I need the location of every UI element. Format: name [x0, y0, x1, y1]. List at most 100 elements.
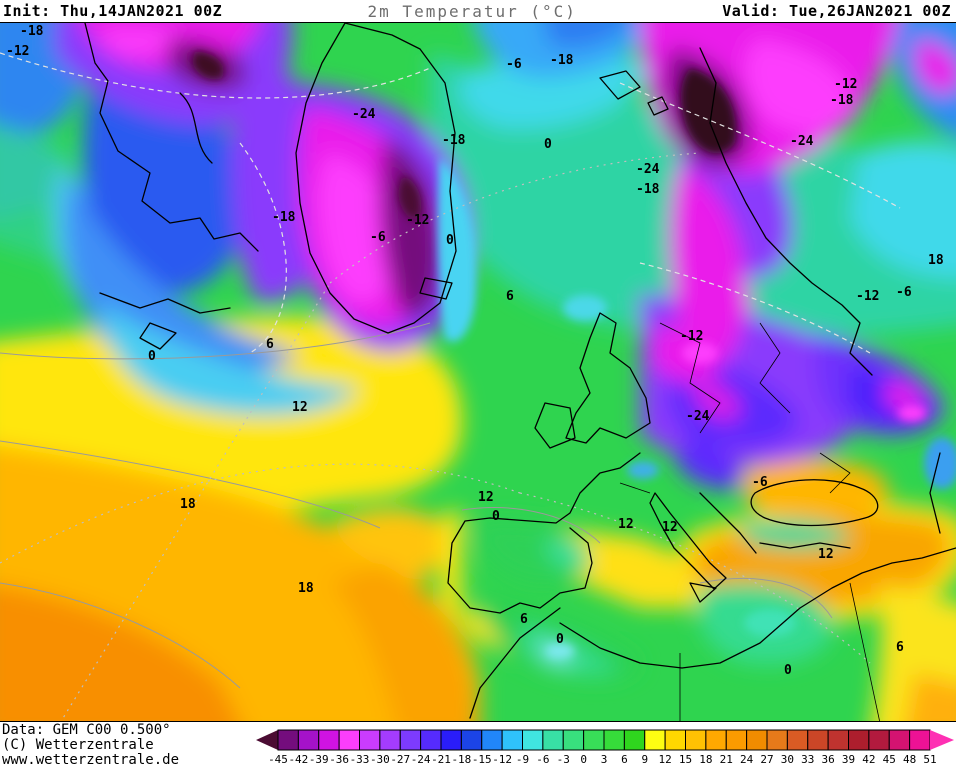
colorbar-tick-label: -30: [370, 753, 390, 766]
colorbar-tick-label: -27: [390, 753, 410, 766]
init-time-label: Init: Thu,14JAN2021 00Z: [3, 2, 223, 20]
temperature-colorbar: -45 -42 -39 -36 -33 -30 -27 -24 -21 -18 -15 -12 -9 -6…: [250, 722, 956, 768]
contour-label: 0: [148, 349, 156, 364]
coastlines: [84, 23, 956, 721]
colorbar-cell: [888, 729, 911, 751]
colorbar-cell: [277, 729, 299, 751]
contour-label: 0: [556, 632, 564, 647]
colorbar-cell: [827, 729, 849, 751]
colorbar-cell: [644, 729, 666, 751]
colorbar-tick-label: 33: [801, 753, 814, 766]
temperature-field: [0, 23, 956, 721]
colorbar-tick-label: 42: [862, 753, 875, 766]
contour-label: -24: [636, 162, 660, 177]
colorbar-tick-label: -9: [516, 753, 529, 766]
header: Init: Thu,14JAN2021 00Z 2m Temperatur (°…: [0, 0, 956, 22]
colorbar-cell: [603, 729, 625, 751]
colorbar-cell: [522, 729, 544, 751]
colorbar-tick-label: 21: [720, 753, 733, 766]
colorbar-tick-label: -36: [329, 753, 349, 766]
colorbar-cell: [623, 729, 646, 751]
contour-label: 18: [298, 581, 314, 596]
colorbar-tick-label: 24: [740, 753, 754, 766]
colorbar-tick-label: -21: [431, 753, 451, 766]
contour-label: 0: [784, 663, 792, 678]
contour-label: -24: [790, 134, 814, 149]
contour-label: -12: [406, 213, 429, 228]
colorbar-tick-label: 15: [679, 753, 692, 766]
contour-label: -18: [442, 133, 466, 148]
colorbar-cell: [664, 729, 686, 751]
colorbar-cell: [786, 729, 809, 751]
colorbar-tick-label: -15: [472, 753, 492, 766]
colorbar-cell: [725, 729, 748, 751]
contour-label: -6: [370, 230, 386, 245]
colorbar-arrow-right: [930, 730, 954, 750]
colorbar-tick-label: -6: [536, 753, 549, 766]
contour-label: -18: [20, 24, 44, 39]
contour-label: 12: [618, 517, 634, 532]
colorbar-cell: [868, 729, 890, 751]
colorbar-tick-label: -24: [411, 753, 431, 766]
temperature-field-detail: [192, 51, 956, 658]
colorbar-tick-label: 12: [659, 753, 672, 766]
contour-label: 6: [896, 640, 904, 655]
colorbar-cell: [297, 729, 320, 751]
colorbar-cell: [705, 729, 727, 751]
colorbar-tick-label: 36: [822, 753, 835, 766]
colorbar-cell: [848, 729, 870, 751]
colorbar-tick-label: 3: [601, 753, 608, 766]
contour-label: 0: [492, 509, 500, 524]
colorbar-cell: [562, 729, 585, 751]
colorbar-cell: [440, 729, 462, 751]
colorbar-cell: [766, 729, 788, 751]
contour-label: 0: [446, 233, 454, 248]
contour-label: -12: [834, 77, 857, 92]
contour-label: 18: [928, 253, 944, 268]
colorbar-svg: -45 -42 -39 -36 -33 -30 -27 -24 -21 -18 -15 -12 -9 -6…: [256, 729, 954, 766]
colorbar-cell: [359, 729, 381, 751]
contour-label: 6: [520, 612, 528, 627]
colorbar-tick-label: 48: [903, 753, 916, 766]
contour-label: -24: [352, 107, 376, 122]
map-title: 2m Temperatur (°C): [367, 1, 577, 21]
colorbar-cell: [481, 729, 503, 751]
colorbar-cell: [746, 729, 768, 751]
contour-label: 12: [818, 547, 834, 562]
contour-label: -6: [752, 475, 768, 490]
colorbar-tick-label: -3: [557, 753, 570, 766]
contour-labels: -18-12-24-18-18-12-6 0-6 -180-12-18-24-24-…: [6, 24, 944, 678]
footer: Data: GEM C00 0.500° (C) Wetterzentrale …: [0, 722, 956, 768]
colorbar-tick-label: -42: [288, 753, 308, 766]
colorbar-cell: [685, 729, 707, 751]
colorbar-arrow-left: [256, 730, 278, 750]
contour-label: 6: [506, 289, 514, 304]
credits-block: Data: GEM C00 0.500° (C) Wetterzentrale …: [2, 723, 179, 768]
colorbar-tick-label: 39: [842, 753, 855, 766]
contour-label: 12: [478, 490, 494, 505]
colorbar-cell: [909, 729, 931, 751]
colorbar-tick-label: 18: [699, 753, 712, 766]
colorbar-cell: [542, 729, 564, 751]
contour-label: -18: [636, 182, 660, 197]
colorbar-tick-label: 6: [621, 753, 628, 766]
contour-label: 6: [266, 337, 274, 352]
colorbar-tick-label: 30: [781, 753, 794, 766]
colorbar-tick-label: 45: [883, 753, 896, 766]
contour-label: -18: [272, 210, 296, 225]
colorbar-cell: [501, 729, 523, 751]
colorbar-tick-label: -45: [268, 753, 288, 766]
colorbar-cell: [460, 729, 483, 751]
contour-label: 0: [544, 137, 552, 152]
contour-label: -12: [680, 329, 703, 344]
contour-lines: [0, 52, 901, 721]
colorbar-tick-label: 0: [580, 753, 587, 766]
colorbar-cell: [399, 729, 422, 751]
contour-label: 12: [292, 400, 308, 415]
contour-label: -6: [506, 57, 522, 72]
contour-label: 18: [180, 497, 196, 512]
colorbar-tick-label: -33: [350, 753, 370, 766]
contour-label: -12: [6, 44, 29, 59]
contour-label: 12: [662, 520, 678, 535]
